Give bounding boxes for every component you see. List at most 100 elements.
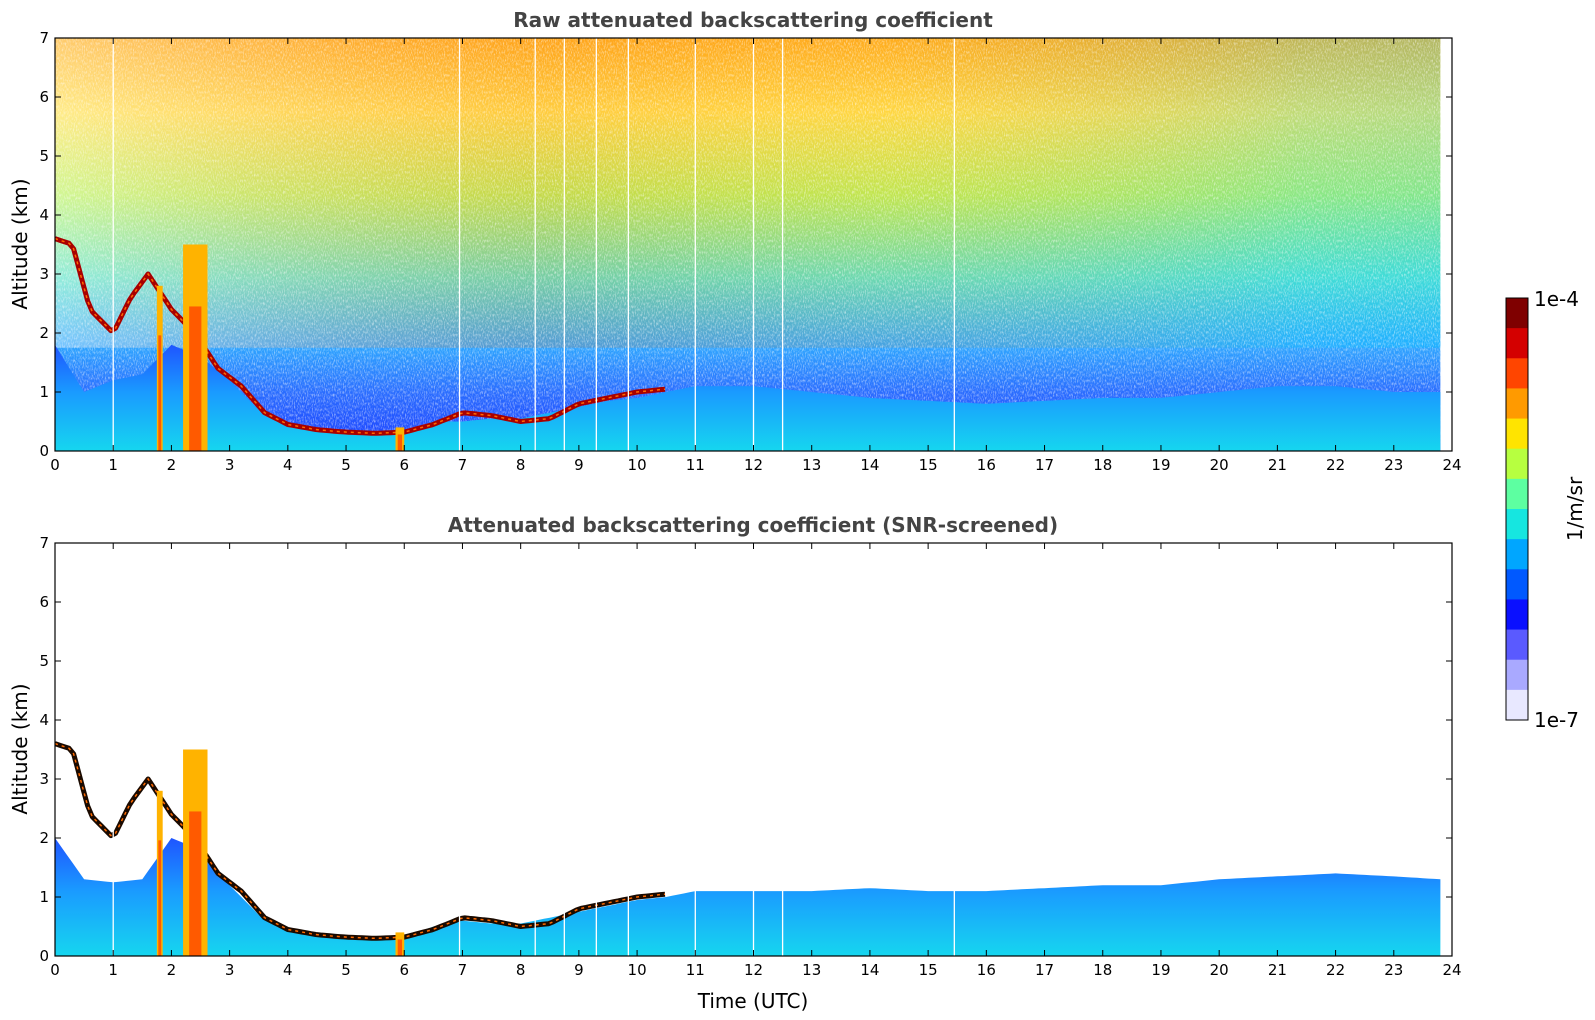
precipitation-core (397, 939, 403, 956)
x-tick-label: 7 (458, 456, 468, 474)
precipitation-core (189, 306, 202, 451)
x-tick-label: 18 (1093, 961, 1112, 979)
x-tick-label: 12 (744, 456, 763, 474)
x-tick-label: 3 (225, 961, 235, 979)
x-tick-label: 8 (516, 456, 526, 474)
x-tick-label: 15 (919, 456, 938, 474)
colorbar-frame (1505, 297, 1529, 721)
colorbar-step (1506, 388, 1528, 420)
precipitation-core (397, 434, 403, 451)
raw-axes: 0 1 2 3 4 5 6 7 8 9 10 11 12 13 14 15 16 17 18 19 20 21 22 23 24… (39, 29, 1461, 474)
x-tick-label: 15 (919, 961, 938, 979)
colorbar-step (1506, 478, 1528, 510)
x-tick-label: 6 (399, 961, 409, 979)
raw-panel-title: Raw attenuated backscattering coefficien… (513, 8, 993, 32)
x-tick-label: 11 (686, 961, 705, 979)
boundary-layer-aerosol (55, 344, 1441, 451)
x-tick-label: 4 (283, 961, 293, 979)
colorbar-step (1506, 539, 1528, 570)
x-tick-label: 10 (628, 961, 647, 979)
y-tick-label: 7 (39, 534, 49, 552)
colorbar-step (1506, 659, 1528, 691)
x-tick-label: 6 (399, 456, 409, 474)
x-tick-label: 1 (108, 961, 118, 979)
y-tick-label: 3 (39, 265, 49, 283)
colorbar: 1e-4 1e-7 1/m/sr (1505, 287, 1587, 732)
x-tick-label: 0 (50, 961, 60, 979)
colorbar-step (1506, 509, 1528, 540)
colorbar-min-label: 1e-7 (1534, 708, 1579, 732)
x-tick-label: 5 (341, 456, 351, 474)
panel-raw: Raw attenuated backscattering coefficien… (8, 8, 1462, 474)
colorbar-step (1506, 358, 1528, 390)
panel-screened: Attenuated backscattering coefficient (S… (8, 513, 1462, 1013)
x-tick-label: 9 (574, 961, 584, 979)
colorbar-unit-label: 1/m/sr (1563, 476, 1587, 541)
x-tick-label: 24 (1442, 456, 1461, 474)
colorbar-step (1506, 599, 1528, 631)
x-tick-label: 21 (1268, 456, 1287, 474)
y-tick-label: 0 (39, 947, 49, 965)
y-tick-label: 6 (39, 593, 49, 611)
screened-axes: 0 1 2 3 4 5 6 7 8 9 10 11 12 13 14 15 16 17 18 19 20 21 22 23 24… (39, 534, 1461, 979)
y-tick-label: 3 (39, 770, 49, 788)
precipitation-core (158, 335, 162, 451)
colorbar-step (1506, 418, 1528, 450)
x-tick-label: 14 (860, 456, 879, 474)
x-tick-label: 24 (1442, 961, 1461, 979)
colorbar-max-label: 1e-4 (1534, 287, 1579, 311)
y-tick-label: 1 (39, 888, 49, 906)
x-tick-label: 23 (1384, 456, 1403, 474)
x-tick-label: 16 (977, 961, 996, 979)
x-tick-label: 2 (167, 456, 177, 474)
colorbar-step (1506, 689, 1528, 721)
colorbar-step (1506, 328, 1528, 359)
x-tick-label: 22 (1326, 456, 1345, 474)
precipitation-core (189, 811, 202, 956)
x-axis-label: Time (UTC) (697, 989, 809, 1013)
x-tick-label: 16 (977, 456, 996, 474)
x-tick-label: 3 (225, 456, 235, 474)
x-tick-label: 19 (1151, 456, 1170, 474)
x-tick-label: 14 (860, 961, 879, 979)
x-tick-label: 13 (802, 456, 821, 474)
y-tick-label: 1 (39, 383, 49, 401)
raw-heatmap (55, 38, 1441, 451)
cloud-base-highlight (55, 237, 666, 435)
y-tick-label: 5 (39, 147, 49, 165)
colorbar-scale (1506, 298, 1528, 721)
cloud-base-highlight (55, 742, 666, 940)
x-tick-label: 18 (1093, 456, 1112, 474)
boundary-layer-aerosol (55, 838, 1441, 956)
x-tick-label: 17 (1035, 961, 1054, 979)
x-tick-label: 17 (1035, 456, 1054, 474)
y-tick-label: 7 (39, 29, 49, 47)
y-tick-label: 5 (39, 652, 49, 670)
x-tick-label: 7 (458, 961, 468, 979)
y-tick-label: 0 (39, 442, 49, 460)
y-tick-label: 6 (39, 88, 49, 106)
screened-y-axis-label: Altitude (km) (8, 683, 32, 814)
colorbar-step (1506, 629, 1528, 661)
y-tick-label: 2 (39, 829, 49, 847)
x-tick-label: 1 (108, 456, 118, 474)
x-tick-label: 9 (574, 456, 584, 474)
x-tick-label: 5 (341, 961, 351, 979)
screened-panel-title: Attenuated backscattering coefficient (S… (448, 513, 1058, 537)
x-tick-label: 19 (1151, 961, 1170, 979)
x-tick-label: 13 (802, 961, 821, 979)
colorbar-step (1506, 569, 1528, 601)
x-tick-label: 10 (628, 456, 647, 474)
x-tick-label: 12 (744, 961, 763, 979)
y-tick-label: 4 (39, 206, 49, 224)
x-tick-label: 20 (1210, 456, 1229, 474)
x-tick-label: 22 (1326, 961, 1345, 979)
x-tick-label: 11 (686, 456, 705, 474)
raw-noise-speckle (55, 38, 1441, 451)
x-tick-label: 23 (1384, 961, 1403, 979)
x-tick-label: 0 (50, 456, 60, 474)
x-tick-label: 21 (1268, 961, 1287, 979)
x-tick-label: 20 (1210, 961, 1229, 979)
x-tick-label: 2 (167, 961, 177, 979)
